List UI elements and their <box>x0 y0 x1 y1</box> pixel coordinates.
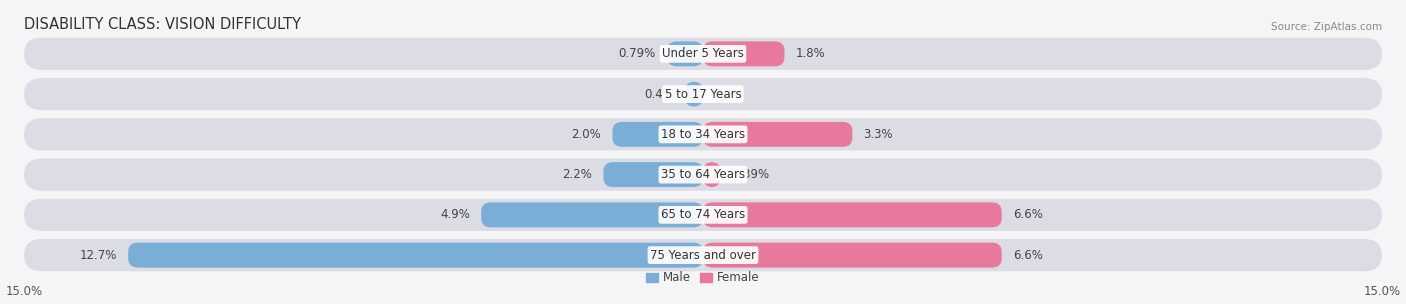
Text: 1.8%: 1.8% <box>796 47 825 60</box>
FancyBboxPatch shape <box>128 243 703 268</box>
Text: Source: ZipAtlas.com: Source: ZipAtlas.com <box>1271 22 1382 32</box>
Text: 65 to 74 Years: 65 to 74 Years <box>661 208 745 221</box>
Text: 0.79%: 0.79% <box>619 47 657 60</box>
Text: 0.4%: 0.4% <box>644 88 673 101</box>
Text: 75 Years and over: 75 Years and over <box>650 249 756 262</box>
FancyBboxPatch shape <box>24 118 1382 150</box>
Text: 3.3%: 3.3% <box>863 128 893 141</box>
FancyBboxPatch shape <box>603 162 703 187</box>
Text: 0.0%: 0.0% <box>714 88 744 101</box>
Text: 2.2%: 2.2% <box>562 168 592 181</box>
FancyBboxPatch shape <box>481 202 703 227</box>
Text: 4.9%: 4.9% <box>440 208 470 221</box>
FancyBboxPatch shape <box>24 78 1382 110</box>
FancyBboxPatch shape <box>703 41 785 66</box>
FancyBboxPatch shape <box>613 122 703 147</box>
FancyBboxPatch shape <box>703 202 1001 227</box>
FancyBboxPatch shape <box>24 38 1382 70</box>
FancyBboxPatch shape <box>703 243 1001 268</box>
Text: DISABILITY CLASS: VISION DIFFICULTY: DISABILITY CLASS: VISION DIFFICULTY <box>24 17 301 32</box>
Text: 6.6%: 6.6% <box>1012 208 1043 221</box>
FancyBboxPatch shape <box>24 199 1382 231</box>
FancyBboxPatch shape <box>703 162 721 187</box>
Text: Under 5 Years: Under 5 Years <box>662 47 744 60</box>
Text: 2.0%: 2.0% <box>571 128 602 141</box>
FancyBboxPatch shape <box>685 82 703 107</box>
Text: 0.39%: 0.39% <box>733 168 769 181</box>
Text: 18 to 34 Years: 18 to 34 Years <box>661 128 745 141</box>
Legend: Male, Female: Male, Female <box>641 267 765 289</box>
Text: 12.7%: 12.7% <box>80 249 117 262</box>
Text: 6.6%: 6.6% <box>1012 249 1043 262</box>
Text: 5 to 17 Years: 5 to 17 Years <box>665 88 741 101</box>
FancyBboxPatch shape <box>703 122 852 147</box>
FancyBboxPatch shape <box>24 158 1382 191</box>
FancyBboxPatch shape <box>668 41 703 66</box>
Text: 35 to 64 Years: 35 to 64 Years <box>661 168 745 181</box>
FancyBboxPatch shape <box>24 239 1382 271</box>
